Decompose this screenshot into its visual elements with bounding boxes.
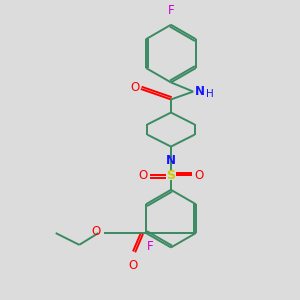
Text: O: O [128, 259, 138, 272]
Text: O: O [92, 225, 101, 238]
Text: O: O [194, 169, 204, 182]
Text: N: N [194, 85, 205, 98]
Text: O: O [138, 169, 148, 182]
Text: O: O [130, 81, 140, 94]
Text: F: F [168, 4, 174, 17]
Text: H: H [206, 89, 214, 99]
Text: S: S [167, 169, 176, 182]
Text: N: N [166, 154, 176, 167]
Text: F: F [147, 240, 153, 254]
